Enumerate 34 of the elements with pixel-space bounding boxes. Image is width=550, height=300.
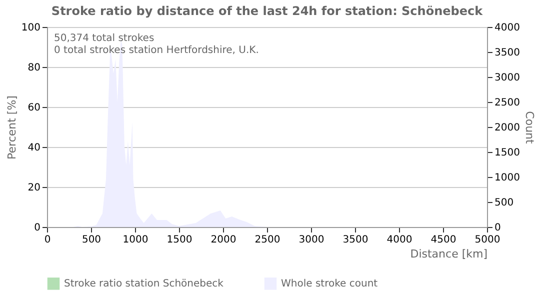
- x-tick-label: 500: [82, 234, 102, 246]
- legend-label: Stroke ratio station Schönebeck: [64, 278, 224, 290]
- y-tick-label: 100: [21, 22, 40, 34]
- y2-tick-label: 0: [494, 222, 501, 234]
- x-tick-label: 0: [44, 234, 51, 246]
- y-tick-label: 40: [28, 142, 40, 154]
- y-tick-label: 0: [34, 222, 40, 234]
- y-tick-label: 60: [28, 102, 40, 114]
- x-tick-label: 2000: [210, 234, 236, 246]
- y2-tick-label: 3500: [494, 48, 520, 58]
- x-tick-label: 5000: [474, 234, 500, 246]
- y2-tick-label: 4000: [494, 22, 520, 34]
- x-tick-label: 3500: [342, 234, 368, 246]
- y2-tick-label: 1500: [494, 148, 520, 158]
- x-tick-label: 2500: [254, 234, 280, 246]
- y2-axis-title: Count: [522, 111, 536, 145]
- x-tick-label: 3000: [298, 234, 324, 246]
- y-axis-title: Percent [%]: [5, 96, 18, 160]
- x-tick-label: 4000: [386, 234, 412, 246]
- y2-tick-label: 500: [494, 198, 514, 208]
- chart-title: Stroke ratio by distance of the last 24h for station: Schönebeck: [51, 4, 484, 18]
- y-tick-label: 20: [28, 182, 40, 194]
- y2-tick-label: 1000: [494, 172, 520, 184]
- x-tick-label: 1000: [122, 234, 148, 246]
- x-tick-label: 4500: [430, 234, 456, 246]
- y-tick-label: 80: [28, 62, 40, 74]
- x-axis-title: Distance [km]: [410, 248, 488, 260]
- legend-label: Whole stroke count: [281, 278, 378, 290]
- annotation: 0 total strokes station Hertfordshire, U.K.: [54, 45, 259, 56]
- y2-tick-label: 2500: [494, 98, 520, 108]
- x-tick-label: 1500: [166, 234, 192, 246]
- y2-tick-label: 2000: [494, 122, 520, 134]
- annotation: 50,374 total strokes: [54, 33, 154, 44]
- y2-tick-label: 3000: [494, 72, 520, 84]
